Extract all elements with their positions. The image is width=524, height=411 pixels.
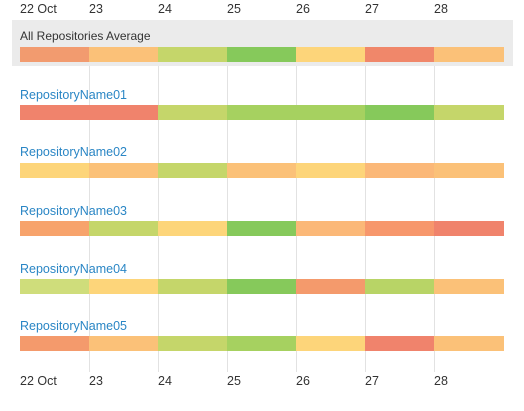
date-label: 28 [434, 374, 448, 388]
day-segment[interactable] [20, 279, 89, 294]
repo-name-link[interactable]: RepositoryName01 [20, 88, 127, 102]
day-segment[interactable] [365, 221, 434, 236]
day-segment[interactable] [20, 163, 89, 178]
day-segment[interactable] [227, 336, 296, 351]
day-segment[interactable] [227, 47, 296, 62]
day-segment[interactable] [296, 163, 365, 178]
day-segment[interactable] [434, 221, 504, 236]
day-segment[interactable] [365, 105, 434, 120]
day-segment[interactable] [158, 336, 227, 351]
date-label: 22 Oct [20, 374, 57, 388]
day-segment[interactable] [365, 47, 434, 62]
day-gridline [89, 20, 90, 372]
day-segment[interactable] [158, 105, 227, 120]
day-segment[interactable] [158, 163, 227, 178]
date-label: 24 [158, 374, 172, 388]
day-segment[interactable] [434, 336, 504, 351]
day-segment[interactable] [20, 47, 89, 62]
day-segment[interactable] [296, 279, 365, 294]
day-segment[interactable] [89, 105, 158, 120]
repo-heat-bar [20, 336, 504, 351]
day-segment[interactable] [227, 279, 296, 294]
day-segment[interactable] [296, 47, 365, 62]
repo-heat-bar [20, 279, 504, 294]
day-segment[interactable] [365, 336, 434, 351]
day-segment[interactable] [158, 47, 227, 62]
date-label: 27 [365, 374, 379, 388]
day-gridline [296, 20, 297, 372]
day-segment[interactable] [296, 336, 365, 351]
day-segment[interactable] [89, 279, 158, 294]
day-segment[interactable] [434, 279, 504, 294]
day-segment[interactable] [227, 221, 296, 236]
repo-heat-bar [20, 221, 504, 236]
repo-name-link[interactable]: RepositoryName05 [20, 319, 127, 333]
repo-name-link[interactable]: RepositoryName03 [20, 204, 127, 218]
day-segment[interactable] [89, 336, 158, 351]
day-segment[interactable] [20, 336, 89, 351]
day-segment[interactable] [89, 163, 158, 178]
repo-name-link[interactable]: RepositoryName02 [20, 145, 127, 159]
repo-heat-bar [20, 105, 504, 120]
repo-name-link[interactable]: RepositoryName04 [20, 262, 127, 276]
day-segment[interactable] [89, 47, 158, 62]
day-segment[interactable] [434, 105, 504, 120]
date-axis-bottom: 22 Oct 23 24 25 26 27 28 [0, 374, 524, 392]
day-gridline [365, 20, 366, 372]
repo-heat-bar [20, 163, 504, 178]
date-axis-top: 22 Oct 23 24 25 26 27 28 [0, 2, 524, 20]
date-label: 26 [296, 2, 310, 16]
day-segment[interactable] [20, 221, 89, 236]
day-gridline [227, 20, 228, 372]
day-segment[interactable] [365, 163, 434, 178]
day-segment[interactable] [296, 221, 365, 236]
average-title: All Repositories Average [20, 29, 151, 43]
day-segment[interactable] [89, 221, 158, 236]
day-segment[interactable] [227, 163, 296, 178]
day-segment[interactable] [158, 279, 227, 294]
day-segment[interactable] [227, 105, 296, 120]
date-label: 27 [365, 2, 379, 16]
day-segment[interactable] [365, 279, 434, 294]
date-label: 26 [296, 374, 310, 388]
day-gridline [158, 20, 159, 372]
date-label: 22 Oct [20, 2, 57, 16]
date-label: 24 [158, 2, 172, 16]
average-heat-bar [20, 47, 504, 62]
day-segment[interactable] [20, 105, 89, 120]
date-label: 28 [434, 2, 448, 16]
day-gridline [434, 20, 435, 372]
date-label: 25 [227, 374, 241, 388]
date-label: 23 [89, 374, 103, 388]
day-segment[interactable] [434, 163, 504, 178]
date-label: 25 [227, 2, 241, 16]
day-segment[interactable] [296, 105, 365, 120]
day-segment[interactable] [434, 47, 504, 62]
date-label: 23 [89, 2, 103, 16]
day-segment[interactable] [158, 221, 227, 236]
